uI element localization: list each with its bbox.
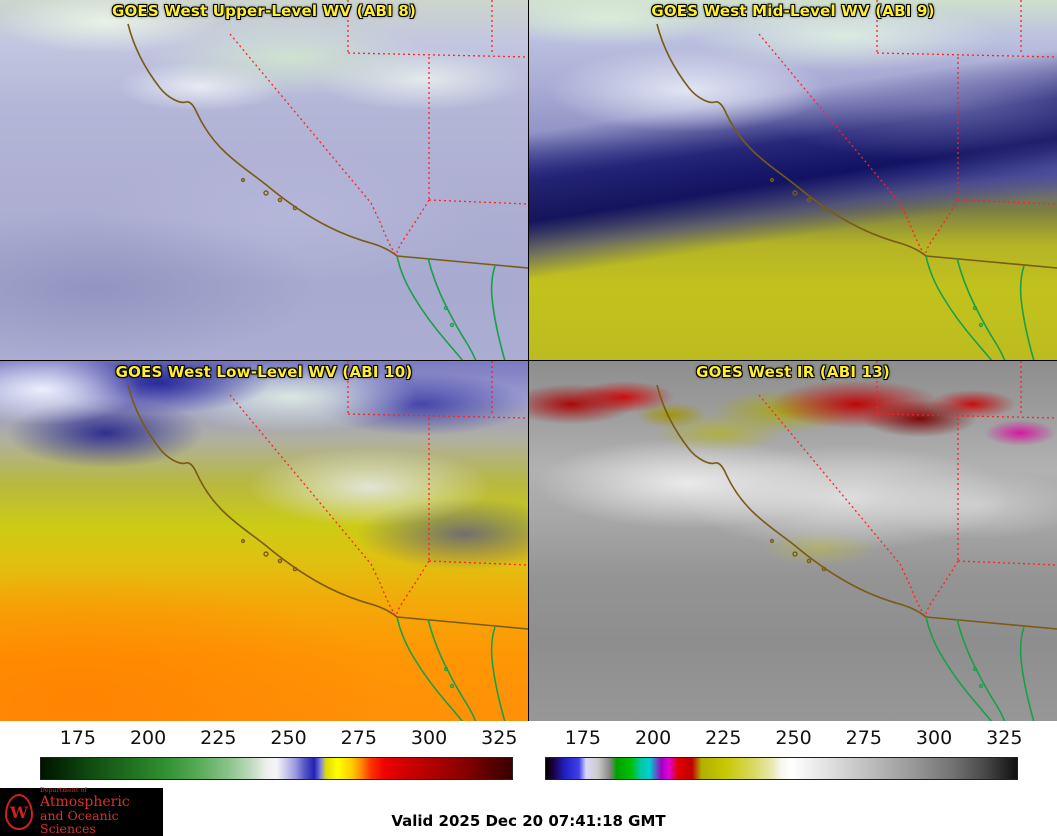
map-overlay <box>127 0 528 360</box>
panel-title-upper-wv: GOES West Upper-Level WV (ABI 8) <box>111 2 417 20</box>
panel-upper-level-wv: GOES West Upper-Level WV (ABI 8) <box>0 0 528 360</box>
tick-label: 250 <box>775 727 812 749</box>
colorbar-row: 175 200 225 250 275 300 325 175 200 225 … <box>0 721 1057 788</box>
panel-title-mid-wv: GOES West Mid-Level WV (ABI 9) <box>651 2 935 20</box>
panel-ir: GOES West IR (ABI 13) <box>529 361 1057 721</box>
quad-panel-grid: GOES West Upper-Level WV (ABI 8) GOES We… <box>0 0 1057 721</box>
crest-monogram: W <box>10 802 28 822</box>
valid-timestamp: Valid 2025 Dec 20 07:41:18 GMT <box>391 812 666 830</box>
tick-label: 200 <box>129 727 167 749</box>
map-overlay <box>127 361 528 721</box>
ir-colorbar-group: 175 200 225 250 275 300 325 <box>545 721 1023 788</box>
tick-label: 225 <box>200 727 237 749</box>
panel-low-level-wv: GOES West Low-Level WV (ABI 10) <box>0 361 528 721</box>
tick-label: 225 <box>705 727 742 749</box>
wv-colorbar-group: 175 200 225 250 275 300 325 <box>40 721 518 788</box>
tick-label: 175 <box>564 727 601 749</box>
map-overlay <box>656 361 1057 721</box>
tick-label: 325 <box>481 727 518 749</box>
logo-dept-line2: and Oceanic Sciences <box>40 808 119 836</box>
panel-title-low-wv: GOES West Low-Level WV (ABI 10) <box>115 363 413 381</box>
uw-crest-icon: W <box>5 794 33 830</box>
wv-colorbar-ticks: 175 200 225 250 275 300 325 <box>40 727 518 753</box>
panel-mid-level-wv: GOES West Mid-Level WV (ABI 9) <box>529 0 1057 360</box>
tick-label: 175 <box>59 727 96 749</box>
tick-label: 275 <box>845 727 882 749</box>
panel-title-ir: GOES West IR (ABI 13) <box>696 363 890 381</box>
tick-label: 300 <box>915 727 953 749</box>
wv-colorbar <box>40 757 513 780</box>
logo-dept-line1: Atmospheric <box>40 793 130 810</box>
tick-label: 200 <box>634 727 672 749</box>
tick-label: 325 <box>986 727 1023 749</box>
logo-text: Department of Atmospheric and Oceanic Sc… <box>40 787 163 836</box>
tick-label: 275 <box>340 727 377 749</box>
tick-label: 250 <box>270 727 307 749</box>
footer: W Department of Atmospheric and Oceanic … <box>0 788 1057 836</box>
map-overlay <box>656 0 1057 360</box>
uw-aos-logo: W Department of Atmospheric and Oceanic … <box>0 788 163 836</box>
logo-dept-prefix: Department of <box>40 787 87 795</box>
tick-label: 300 <box>410 727 448 749</box>
ir-colorbar <box>545 757 1018 780</box>
ir-colorbar-ticks: 175 200 225 250 275 300 325 <box>545 727 1023 753</box>
